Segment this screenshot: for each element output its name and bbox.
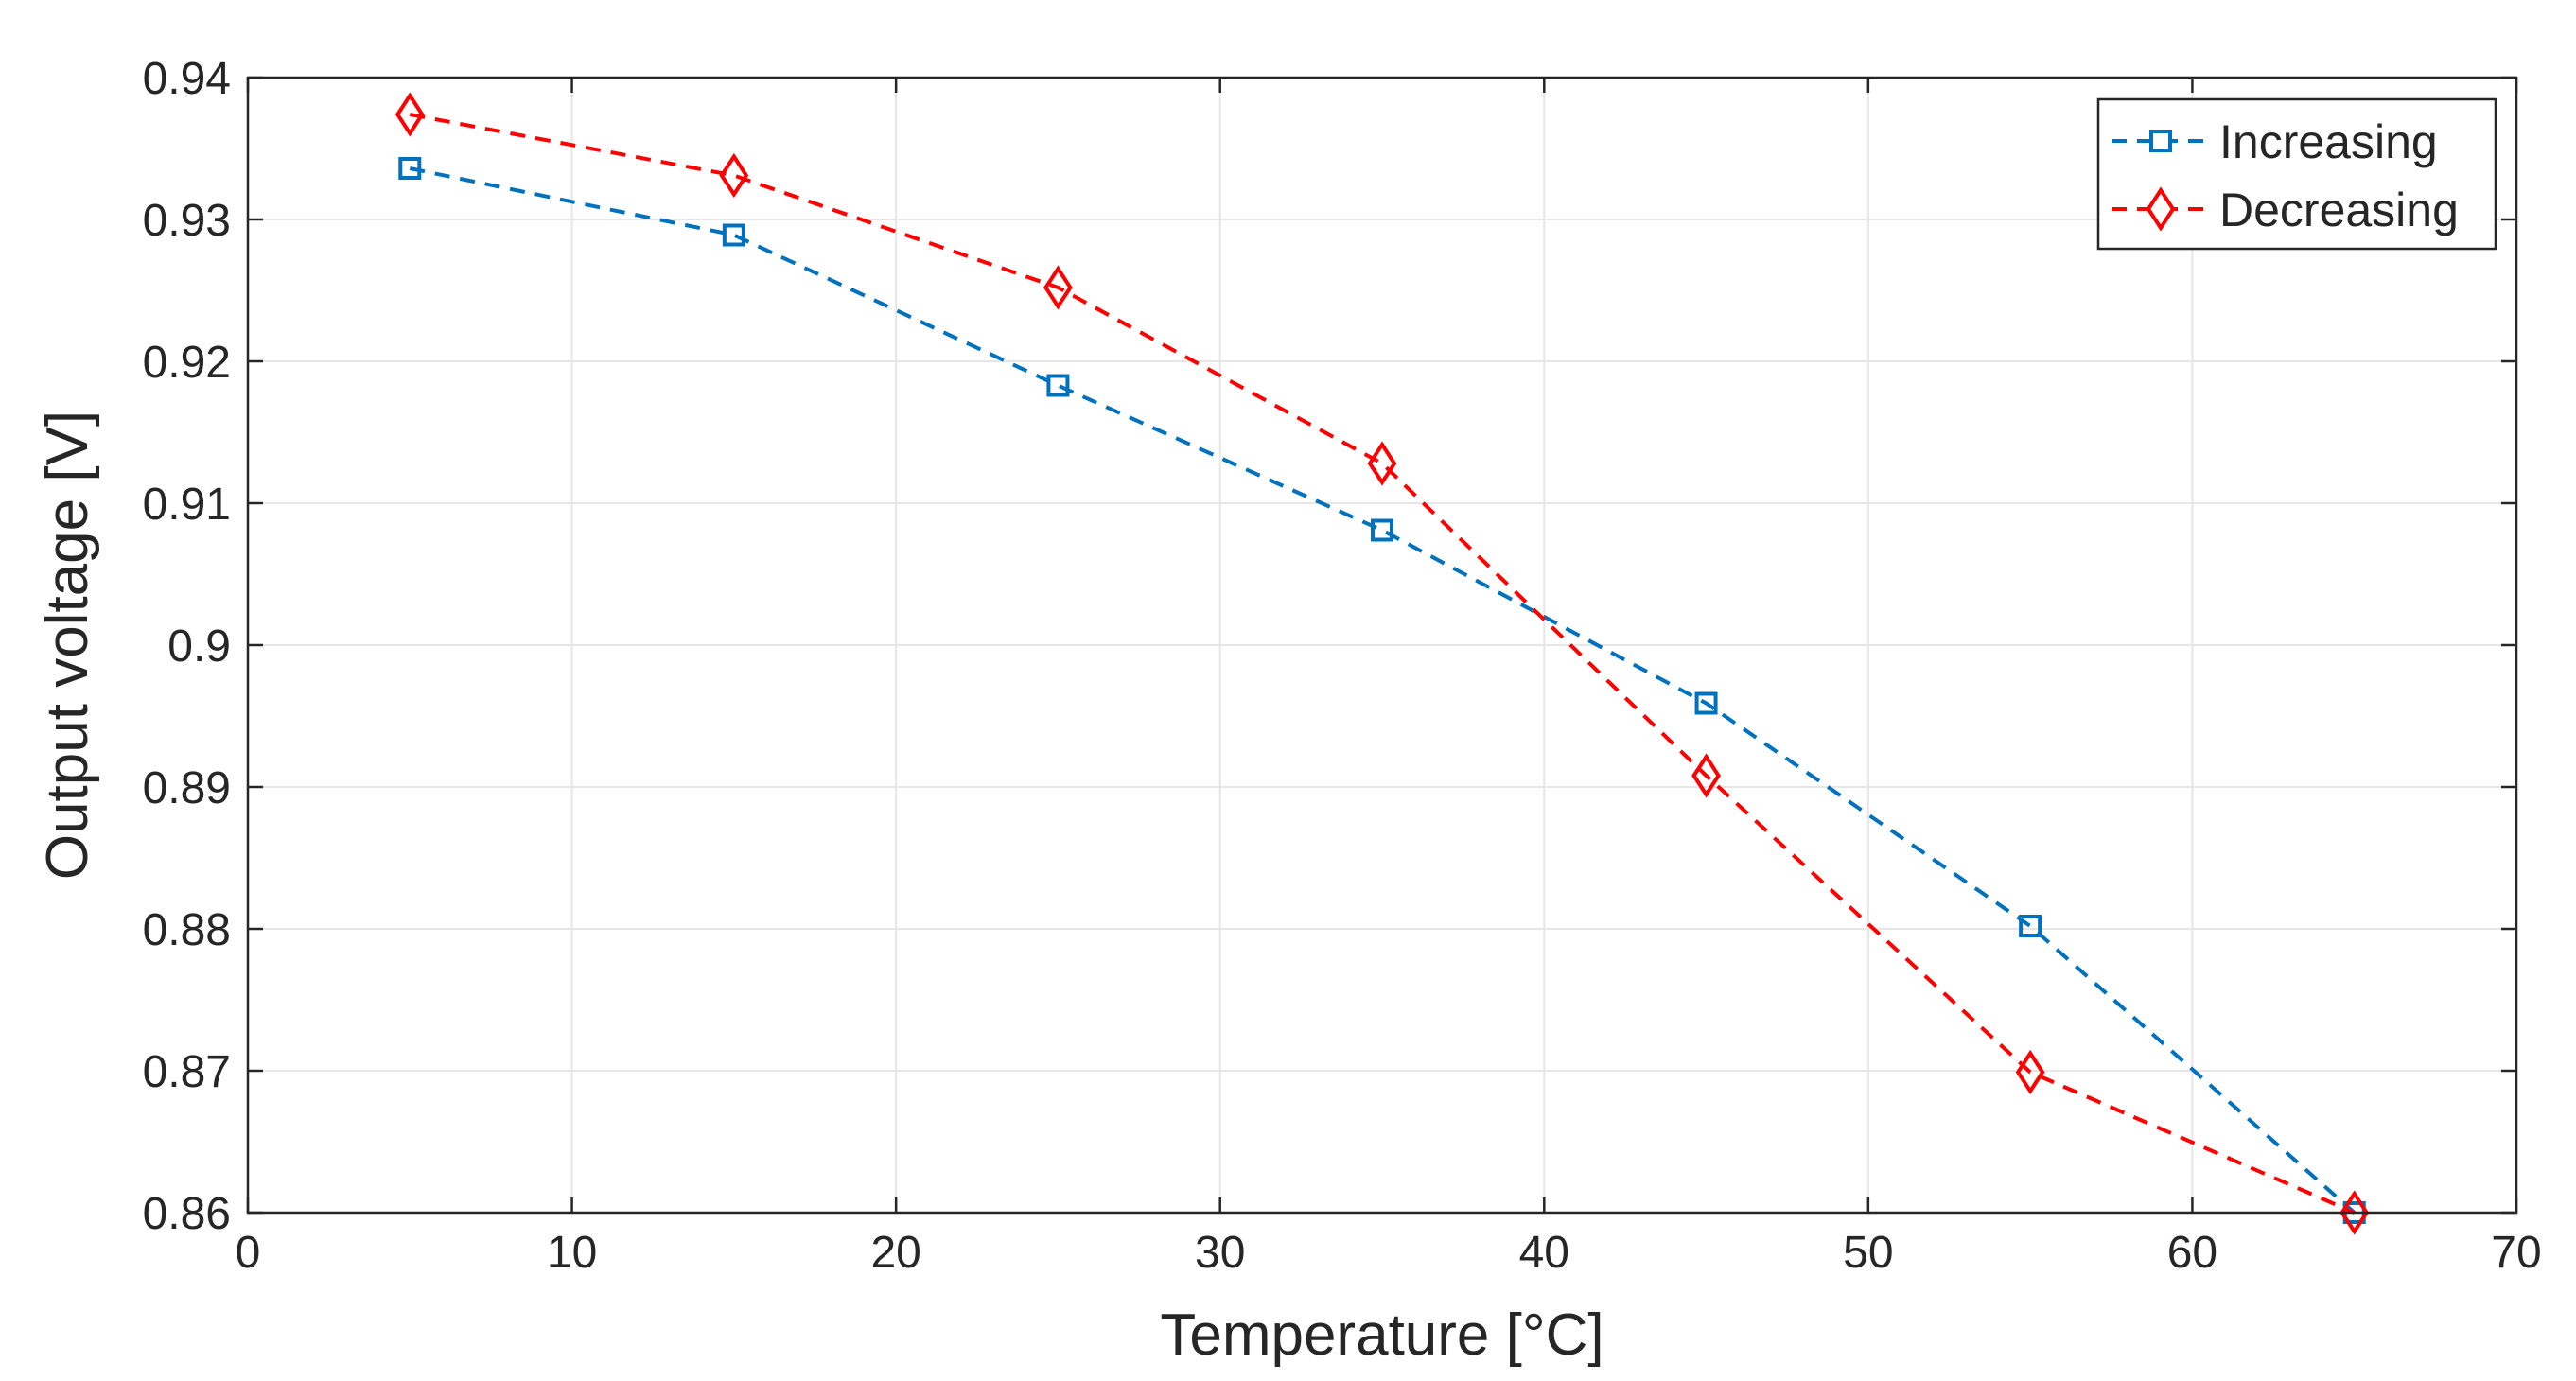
y-axis-label: Output voltage [V] [35,411,100,880]
y-tick-label: 0.91 [143,480,231,530]
series-decreasing [394,92,2370,1235]
y-tick-label: 0.88 [143,905,231,955]
legend-label-increasing: Increasing [2219,115,2438,168]
y-tick-label: 0.94 [143,54,231,104]
data-point-increasing [1371,518,1393,542]
legend-item-increasing: Increasing [2112,115,2438,168]
x-tick-label: 40 [1519,1228,1569,1278]
tick-labels: 0 10 20 30 40 50 60 70 0.86 0.87 0.88 0.89 0.9 0.91 0.… [143,54,2542,1278]
data-point-increasing [398,157,422,180]
x-tick-label: 0 [236,1228,261,1278]
legend-marker-square [2149,130,2172,152]
y-tick-label: 0.86 [143,1189,231,1239]
legend-marker-diamond [2146,186,2176,232]
legend: Increasing Decreasing [2096,97,2497,251]
x-tick-label: 50 [1843,1228,1893,1278]
data-point-decreasing [719,152,749,199]
series-line-decreasing [409,113,2356,1215]
grid [248,78,2516,1213]
y-tick-label: 0.87 [143,1047,231,1097]
y-tick-label: 0.89 [143,763,231,813]
y-tick-label: 0.93 [143,196,231,246]
legend-label-decreasing: Decreasing [2219,184,2459,236]
x-tick-label: 30 [1195,1228,1245,1278]
data-point-increasing [2019,915,2042,937]
data-point-decreasing [1691,753,1721,798]
x-tick-label: 10 [547,1228,597,1278]
x-axis-label: Temperature [°C] [1160,1302,1603,1368]
data-point-decreasing [2015,1049,2045,1095]
data-point-decreasing [1367,441,1397,486]
legend-item-decreasing: Decreasing [2112,184,2459,236]
data-point-increasing [1694,691,1718,715]
x-tick-label: 70 [2491,1228,2541,1278]
y-tick-label: 0.92 [143,338,231,388]
axes [246,76,2518,1215]
x-tick-label: 20 [870,1228,920,1278]
data-point-decreasing [2339,1190,2370,1235]
x-tick-label: 60 [2167,1228,2217,1278]
data-point-increasing [1046,374,1070,397]
data-point-decreasing [1043,265,1073,310]
data-point-increasing [722,223,745,247]
y-tick-label: 0.9 [167,621,231,672]
data-point-decreasing [394,92,425,137]
